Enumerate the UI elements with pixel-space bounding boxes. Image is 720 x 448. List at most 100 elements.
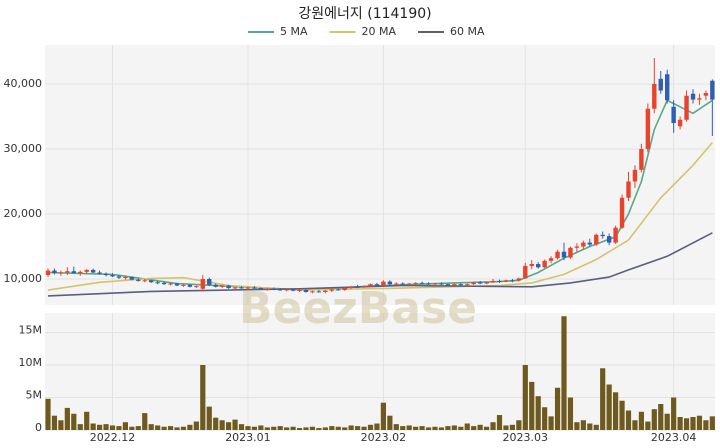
volume-bar xyxy=(290,426,296,430)
candle-body xyxy=(632,169,638,182)
x-tick-label: 2023.04 xyxy=(651,431,697,444)
volume-bar xyxy=(103,424,109,430)
candle-body xyxy=(161,282,167,285)
candle-body xyxy=(516,278,522,281)
volume-bar xyxy=(425,427,432,430)
volume-bar xyxy=(155,425,161,430)
volume-bar xyxy=(580,420,586,430)
legend-label: 60 MA xyxy=(450,25,485,38)
volume-bar xyxy=(490,422,496,430)
candle-body xyxy=(142,280,147,282)
y-tick-label: 0 xyxy=(35,421,42,434)
volume-bar xyxy=(361,426,367,430)
volume-bar xyxy=(206,406,212,430)
volume-bar xyxy=(129,426,135,430)
candle-body xyxy=(458,284,463,286)
volume-bar xyxy=(200,365,206,430)
candle-body xyxy=(581,242,586,247)
volume-bar xyxy=(683,418,690,430)
volume-bar xyxy=(329,426,335,430)
volume-bar xyxy=(606,384,612,430)
candle-body xyxy=(258,288,264,290)
volume-bar xyxy=(97,424,103,430)
candle-body xyxy=(103,273,109,276)
volume-bar xyxy=(593,424,599,430)
candle-body xyxy=(413,282,418,284)
candle-body xyxy=(316,291,322,293)
x-tick-label: 2023.01 xyxy=(225,431,271,444)
candle-body xyxy=(323,290,328,292)
volume-bar xyxy=(303,427,309,430)
volume-bar xyxy=(574,422,580,430)
volume-bar xyxy=(516,420,522,430)
candle-body xyxy=(129,277,135,280)
volume-bar xyxy=(232,419,238,430)
candle-body xyxy=(671,106,676,123)
candle-body xyxy=(265,288,270,290)
candle-body xyxy=(600,234,605,237)
candle-body xyxy=(445,284,451,286)
candle-body xyxy=(594,234,599,245)
volume-bar xyxy=(142,413,148,430)
volume-bar xyxy=(271,426,277,430)
volume-bar xyxy=(277,426,283,430)
candle-body xyxy=(490,280,496,283)
candle-body xyxy=(219,285,225,287)
watermark: BeezBase xyxy=(239,283,477,334)
candle-body xyxy=(381,281,386,286)
candle-body xyxy=(703,93,709,96)
volume-bar xyxy=(84,411,90,430)
candle-body xyxy=(207,279,212,285)
volume-bar xyxy=(71,413,77,430)
candle-body xyxy=(71,271,76,274)
candle-body xyxy=(645,108,651,149)
volume-bar xyxy=(458,426,464,430)
candle-body xyxy=(407,283,412,285)
candle-body xyxy=(245,287,251,289)
candle-body xyxy=(58,272,64,274)
volume-bar xyxy=(445,426,451,430)
volume-bar xyxy=(509,424,515,430)
candle-body xyxy=(652,84,657,109)
candle-body xyxy=(574,246,580,248)
candle-body xyxy=(387,281,393,285)
candle-body xyxy=(690,93,696,100)
volume-bar xyxy=(432,426,438,430)
candle-body xyxy=(426,283,431,285)
candle-body xyxy=(271,288,276,290)
candle-body xyxy=(84,269,89,272)
candle-body xyxy=(45,270,51,276)
volume-bar xyxy=(619,400,625,430)
x-tick-label: 2022.12 xyxy=(90,431,136,444)
volume-bar xyxy=(542,407,548,430)
volume-bar xyxy=(625,410,632,430)
candle-body xyxy=(329,289,334,291)
volume-bar xyxy=(135,426,141,430)
candle-body xyxy=(548,258,554,261)
volume-bar xyxy=(406,425,412,430)
candle-body xyxy=(510,280,515,282)
candle-body xyxy=(368,284,373,287)
volume-bar xyxy=(651,409,657,430)
volume-bar xyxy=(438,427,445,430)
volume-bar xyxy=(161,426,167,430)
candle-body xyxy=(149,280,154,283)
candle-body xyxy=(194,286,199,288)
volume-bar xyxy=(342,427,348,430)
candle-body xyxy=(400,283,405,285)
volume-bar xyxy=(645,421,651,430)
volume-bar xyxy=(258,425,264,430)
volume-bar xyxy=(677,417,683,430)
volume-bar xyxy=(561,316,567,430)
candle-body xyxy=(174,283,180,286)
volume-bar xyxy=(296,428,303,430)
candle-body xyxy=(187,284,193,287)
candle-body xyxy=(213,284,218,287)
candle-body xyxy=(232,287,238,289)
volume-bar xyxy=(167,426,174,430)
volume-bar xyxy=(464,423,470,430)
volume-bar xyxy=(251,426,257,430)
volume-bar xyxy=(671,397,677,430)
plot-background xyxy=(45,45,715,305)
candle-body xyxy=(555,251,560,259)
